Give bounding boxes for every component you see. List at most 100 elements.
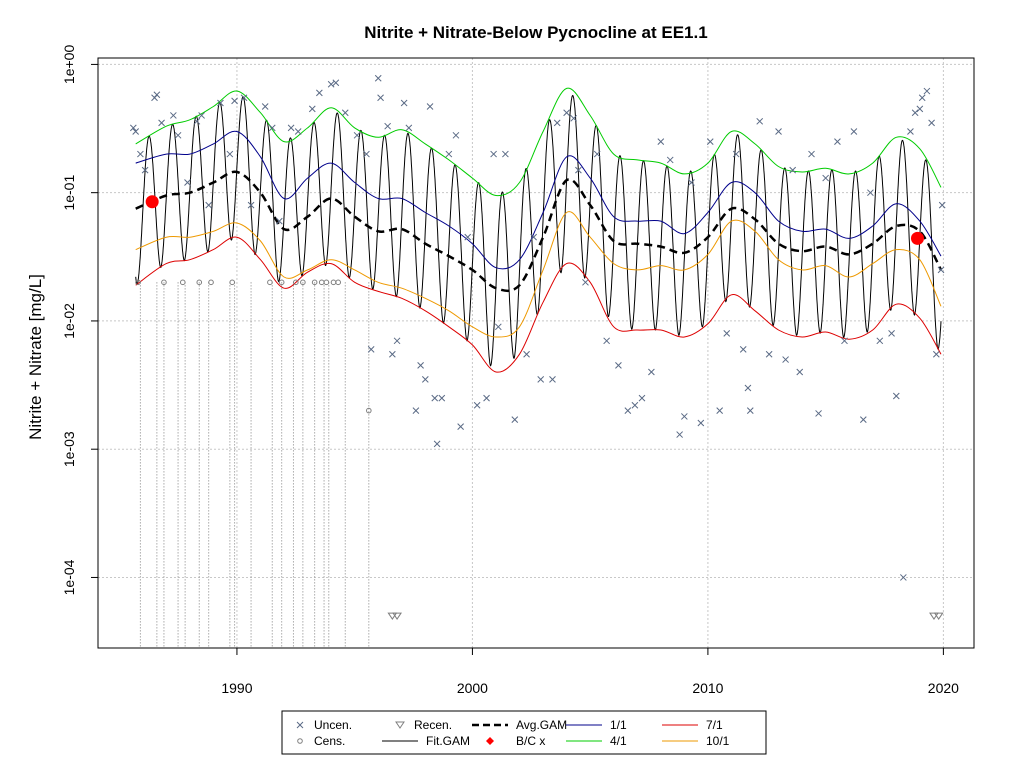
legend-label: Cens. (314, 734, 345, 748)
censored-point (293, 279, 299, 286)
uncensored-point (405, 124, 413, 132)
uncensored-point (796, 368, 804, 376)
uncensored-point (464, 233, 472, 241)
uncensored-point (789, 166, 797, 174)
uncensored-point (141, 166, 149, 174)
legend-label: B/C x (516, 734, 545, 748)
uncensored-point (867, 189, 874, 197)
censored-point (318, 279, 325, 286)
uncensored-point (834, 138, 841, 145)
uncensored-point (657, 138, 665, 145)
uncensored-point (570, 114, 578, 122)
uncensored-point (341, 109, 349, 117)
uncensored-point (537, 376, 545, 383)
legend-item-avggam: Avg.GAM (472, 718, 567, 732)
censored-point (135, 279, 141, 286)
uncensored-point (911, 109, 919, 117)
uncensored-point (174, 131, 182, 139)
recensored-point (929, 612, 939, 620)
x-tick-label: 2020 (928, 680, 959, 696)
uncensored-point (261, 103, 269, 110)
uncensored-point (681, 413, 688, 420)
uncensored-point (374, 74, 382, 82)
legend-item-recen: Recen. (395, 718, 452, 732)
uncensored-point (549, 376, 556, 383)
uncensored-point (400, 99, 408, 107)
legend-label: 10/1 (706, 734, 730, 748)
uncensored-point (850, 128, 858, 135)
uncensored-point (417, 362, 424, 369)
uncensored-point (231, 97, 238, 105)
series-jan (135, 130, 942, 270)
censored-point (161, 279, 167, 286)
uncensored-point (892, 392, 900, 400)
uncensored-point (756, 117, 764, 125)
legend-item-bc: B/C x (486, 734, 545, 748)
legend-item-uncen: Uncen. (296, 718, 352, 732)
censored-point (366, 407, 372, 414)
uncensored-point (732, 150, 740, 158)
uncensored-point (615, 362, 622, 369)
y-tick-label: 1e-04 (61, 559, 77, 595)
uncensored-point (876, 337, 884, 345)
uncensored-point (457, 423, 464, 430)
uncensored-point (530, 233, 537, 241)
y-axis-label: Nitrite + Nitrate [mg/L] (26, 274, 45, 440)
series-fit-gam (135, 94, 942, 367)
uncensored-point (384, 122, 391, 130)
uncensored-point (648, 368, 655, 376)
uncensored-point (841, 337, 848, 345)
censored-point (208, 279, 214, 286)
legend-label: Uncen. (314, 718, 352, 732)
uncensored-point (631, 401, 639, 409)
censored-point (179, 279, 186, 286)
uncensored-point (316, 89, 323, 97)
x-tick-label: 2000 (457, 680, 488, 696)
uncensored-point (815, 410, 822, 417)
uncensored-point (716, 407, 724, 414)
uncensored-point (746, 407, 754, 414)
uncensored-point (900, 574, 907, 581)
uncensored-point (275, 217, 283, 225)
uncensored-point (426, 103, 434, 110)
uncensored-point (624, 407, 632, 414)
legend-label: Fit.GAM (426, 734, 470, 748)
censored-point (323, 279, 330, 286)
uncensored-point (918, 94, 926, 102)
plot-frame (97, 57, 975, 649)
recensored-point (392, 612, 402, 620)
legend-item-cens: Cens. (297, 734, 345, 748)
y-tick-label: 1e-01 (61, 175, 77, 211)
uncensored-point (332, 79, 340, 87)
legend-item-jul: 7/1 (662, 718, 723, 732)
uncensored-point (782, 356, 789, 363)
bc-point (145, 195, 159, 209)
bc-point (910, 231, 924, 245)
uncensored-point (393, 337, 401, 345)
uncensored-point (363, 150, 370, 158)
uncensored-point (511, 416, 519, 423)
uncensored-point (193, 117, 201, 125)
uncensored-point (744, 384, 752, 392)
uncensored-point (666, 156, 674, 164)
uncensored-point (490, 150, 497, 158)
censored-point (196, 279, 203, 286)
uncensored-point (932, 350, 940, 358)
uncensored-point (775, 128, 782, 135)
legend-box (281, 710, 767, 755)
series-apr (135, 87, 942, 197)
uncensored-point (603, 337, 610, 345)
uncensored-point (575, 166, 582, 174)
series-jul (135, 236, 942, 373)
uncensored-point (907, 128, 914, 135)
uncensored-point (523, 350, 530, 358)
uncensored-point (638, 394, 646, 402)
uncensored-point (483, 394, 490, 402)
y-tick-label: 1e+00 (61, 45, 77, 85)
uncensored-point (327, 80, 335, 88)
uncensored-point (217, 99, 224, 107)
legend-label: 4/1 (610, 734, 627, 748)
uncensored-point (765, 350, 773, 358)
uncensored-point (582, 278, 589, 286)
uncensored-point (697, 419, 705, 427)
